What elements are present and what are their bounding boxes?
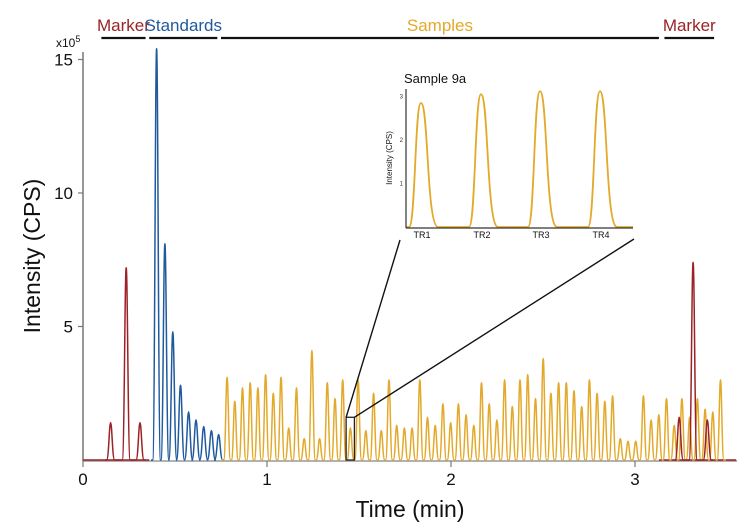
- inset-y-axis-title: Intensity (CPS): [385, 131, 394, 185]
- x-axis-title: Time (min): [355, 496, 464, 522]
- y-tick-label: 5: [64, 318, 73, 337]
- traces: [83, 48, 737, 461]
- y-ticks: 5 10 15: [54, 51, 83, 337]
- x-tick-label: 2: [446, 470, 455, 489]
- inset-category-label: TR4: [592, 230, 609, 240]
- inset-category-label: TR3: [532, 230, 549, 240]
- standards-trace: [151, 48, 225, 461]
- y-axis-title: Intensity (CPS): [19, 179, 45, 334]
- inset-y-ticks: 1 2 3: [400, 95, 404, 188]
- inset-traces: [406, 90, 633, 228]
- y-tick-label: 15: [54, 51, 73, 70]
- y-multiplier: x105: [56, 34, 80, 50]
- marker-trace: [673, 261, 713, 461]
- y-tick-label: 10: [54, 184, 73, 203]
- group-label: Marker: [663, 16, 716, 35]
- group-label: Standards: [145, 16, 223, 35]
- axes: x105 5 10 15 0 1 2 3 Time (min) Intensity (CP…: [19, 34, 737, 522]
- inset-title: Sample 9a: [404, 71, 467, 86]
- zoom-connector-right: [354, 238, 635, 418]
- zoom-box: [345, 416, 356, 461]
- group-label: Samples: [407, 16, 473, 35]
- x-tick-label: 1: [262, 470, 271, 489]
- group-label: Marker: [97, 16, 150, 35]
- x-ticks: 0 1 2 3: [78, 461, 640, 489]
- inset-category-label: TR1: [413, 230, 430, 240]
- zoom-indicator: [345, 238, 635, 461]
- inset-y-tick-label: 3: [400, 95, 404, 101]
- samples-trace: [221, 349, 726, 461]
- inset-y-tick-label: 1: [400, 182, 404, 188]
- inset-category-label: TR2: [473, 230, 490, 240]
- marker-trace: [105, 267, 146, 461]
- x-tick-label: 0: [78, 470, 87, 489]
- inset-y-tick-label: 2: [400, 138, 404, 144]
- inset-chart: Sample 9a Intensity (CPS) 123 TR1 TR2 TR3 T…: [385, 71, 633, 240]
- x-tick-label: 3: [630, 470, 639, 489]
- inset-categories: TR1 TR2 TR3 TR4: [413, 230, 609, 240]
- zoom-connector-left: [345, 239, 401, 418]
- inset-trace: [406, 90, 633, 228]
